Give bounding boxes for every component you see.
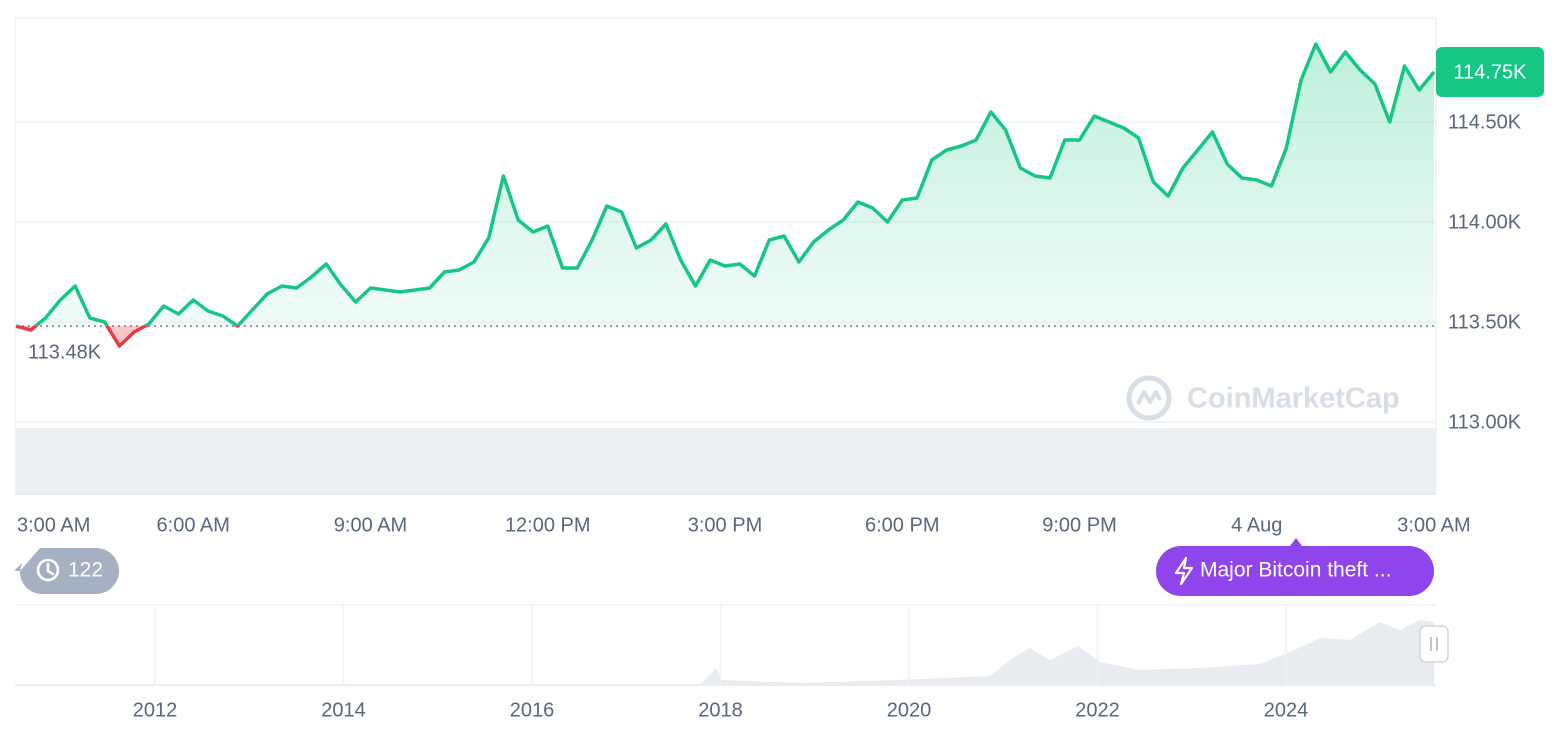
navigator-handle[interactable] xyxy=(1419,625,1449,663)
area-up xyxy=(16,44,1434,326)
price-line-up xyxy=(16,42,1436,326)
navigator-label: 2024 xyxy=(1264,699,1309,721)
watermark: CoinMarketCap xyxy=(1126,375,1400,421)
y-tick-label: 113.00K xyxy=(1448,411,1522,433)
history-count: 122 xyxy=(68,559,103,582)
news-pill[interactable]: Major Bitcoin theft ... xyxy=(1156,538,1434,596)
x-tick-label: 6:00 AM xyxy=(157,514,230,536)
x-tick-label: 3:00 AM xyxy=(17,514,90,536)
history-badge[interactable]: 122 xyxy=(14,548,120,594)
navigator-label: 2016 xyxy=(510,699,555,721)
y-tick-label: 113.50K xyxy=(1448,311,1522,333)
x-tick-label: 9:00 PM xyxy=(1042,514,1116,536)
x-tick-label: 3:00 PM xyxy=(688,514,762,536)
x-tick-label: 4 Aug xyxy=(1231,514,1282,536)
news-text: Major Bitcoin theft ... xyxy=(1200,559,1391,582)
navigator-label: 2020 xyxy=(887,699,932,721)
navigator-area xyxy=(16,620,1434,685)
navigator-label: 2018 xyxy=(698,699,743,721)
navigator-label: 2012 xyxy=(133,699,178,721)
navigator-label: 2022 xyxy=(1075,699,1120,721)
x-tick-label: 6:00 PM xyxy=(865,514,939,536)
navigator: 2012 2014 2016 2018 2020 2022 2024 xyxy=(15,604,1449,721)
watermark-text: CoinMarketCap xyxy=(1187,383,1400,415)
baseline-label: 113.48K xyxy=(28,341,102,363)
x-tick-label: 12:00 PM xyxy=(505,514,591,536)
x-tick-label: 3:00 AM xyxy=(1397,514,1470,536)
navigator-label: 2014 xyxy=(321,699,366,721)
last-price-label: 114.75K xyxy=(1453,61,1527,83)
volume-band xyxy=(16,428,1436,494)
y-tick-label: 114.00K xyxy=(1448,211,1522,233)
x-tick-label: 9:00 AM xyxy=(334,514,407,536)
y-tick-label: 114.50K xyxy=(1448,111,1522,133)
last-price-tag xyxy=(1436,47,1544,97)
